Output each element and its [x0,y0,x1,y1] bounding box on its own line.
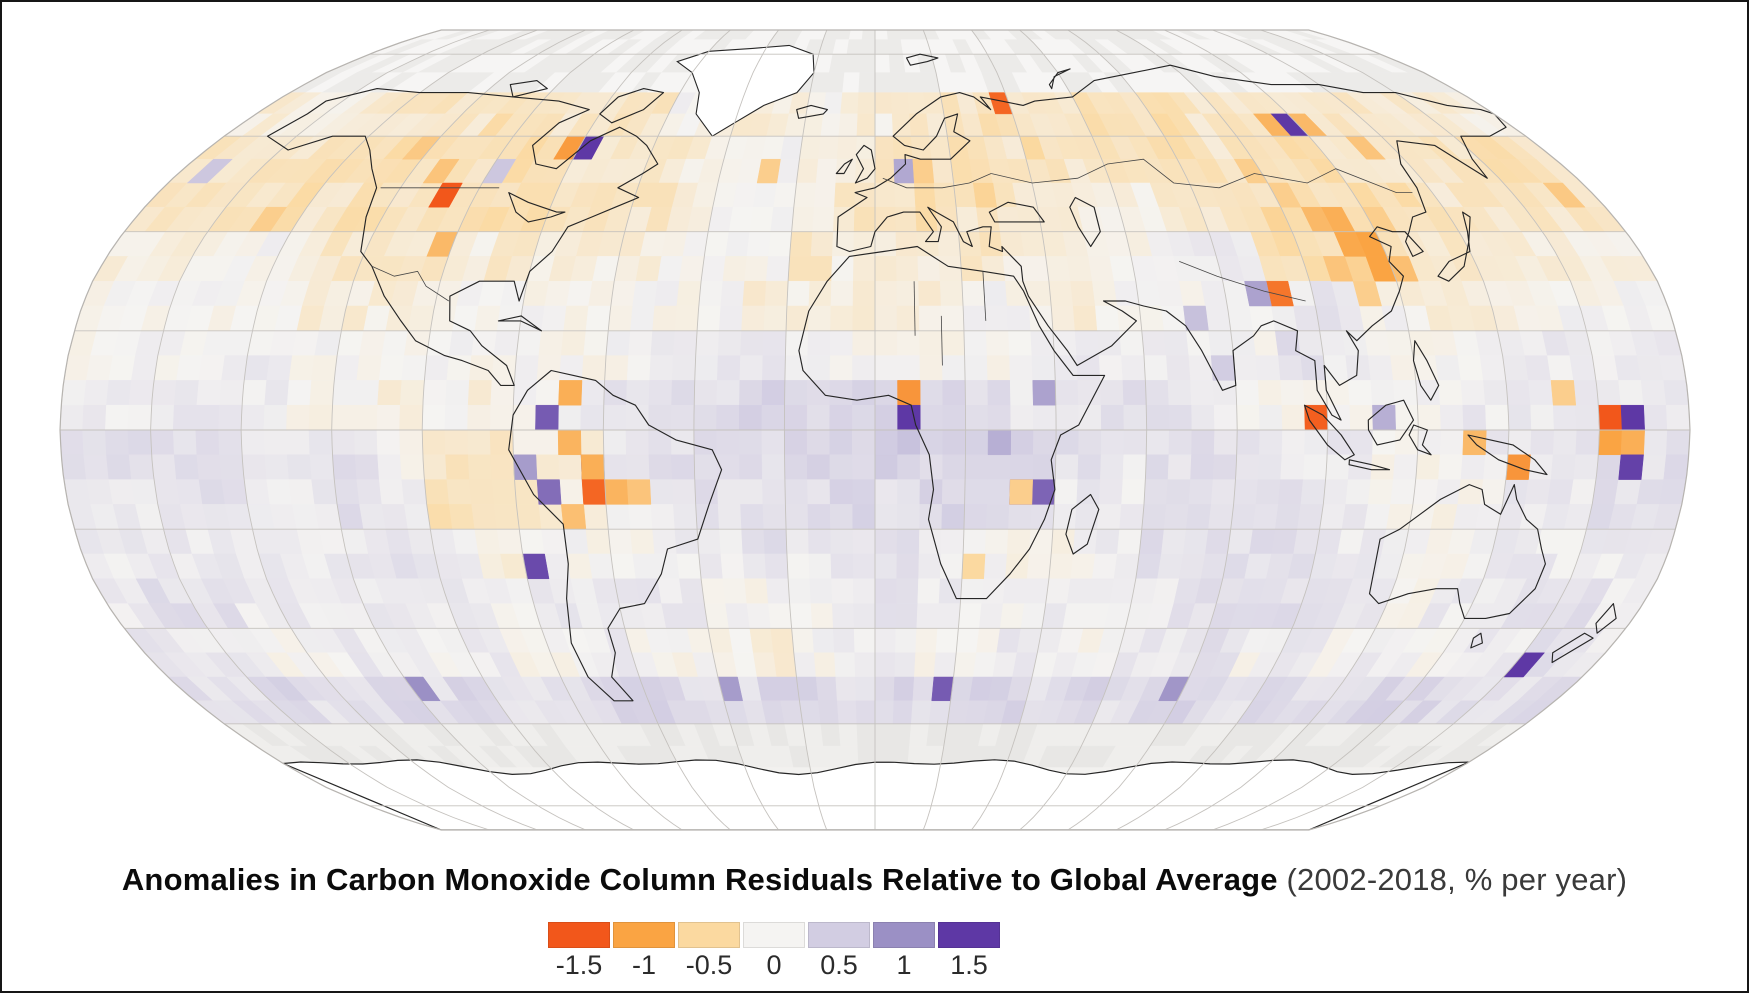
antarctica-landmass [282,759,1470,830]
figure-subtitle: (2002-2018, % per year) [1277,862,1628,897]
projection-boundary [59,29,1691,831]
legend-swatch-row [548,922,1208,948]
world-map [59,29,1691,831]
legend-swatch [938,922,1000,948]
figure-title: Anomalies in Carbon Monoxide Column Resi… [121,862,1278,897]
legend-swatch [678,922,740,948]
country-borders [371,158,1413,366]
legend-tick-label: -1.5 [555,950,603,980]
legend-label-row: -1.5 -1 -0.5 0 0.5 1 1.5 [548,950,1208,981]
legend-tick-label: 1.5 [950,950,988,980]
coastlines [266,53,1617,702]
map-area [2,2,1747,842]
legend-swatch [613,922,675,948]
color-legend: -1.5 -1 -0.5 0 0.5 1 1.5 [548,922,1208,981]
graticule [60,30,1690,830]
legend-tick-label: 1 [896,950,912,980]
legend-swatch [743,922,805,948]
legend-tick-label: -1 [631,950,656,980]
legend-tick-label: -0.5 [685,950,733,980]
legend-tick-label: 0 [766,950,782,980]
legend-swatch [548,922,610,948]
figure-caption: Anomalies in Carbon Monoxide Column Resi… [2,862,1747,898]
map-layers [60,30,1690,830]
legend-swatch [873,922,935,948]
legend-swatch [808,922,870,948]
legend-tick-label: 0.5 [820,950,858,980]
